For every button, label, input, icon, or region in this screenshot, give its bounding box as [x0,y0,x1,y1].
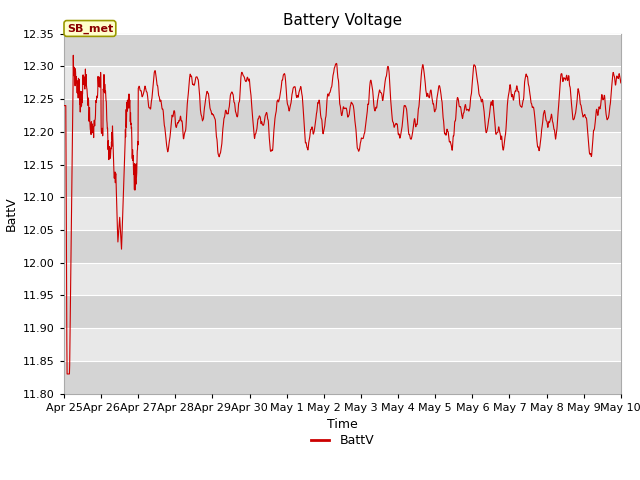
Bar [64,230,621,263]
X-axis label: Time: Time [327,418,358,431]
Bar [64,132,621,165]
Title: Battery Voltage: Battery Voltage [283,13,402,28]
Bar [64,263,621,295]
Bar [64,328,621,361]
Bar [64,99,621,132]
Text: SB_met: SB_met [67,24,113,34]
Bar [64,361,621,394]
Bar [64,197,621,230]
Bar [64,295,621,328]
Bar [64,34,621,66]
Y-axis label: BattV: BattV [4,196,17,231]
Legend: BattV: BattV [306,429,379,452]
Bar [64,66,621,99]
Bar [64,165,621,197]
